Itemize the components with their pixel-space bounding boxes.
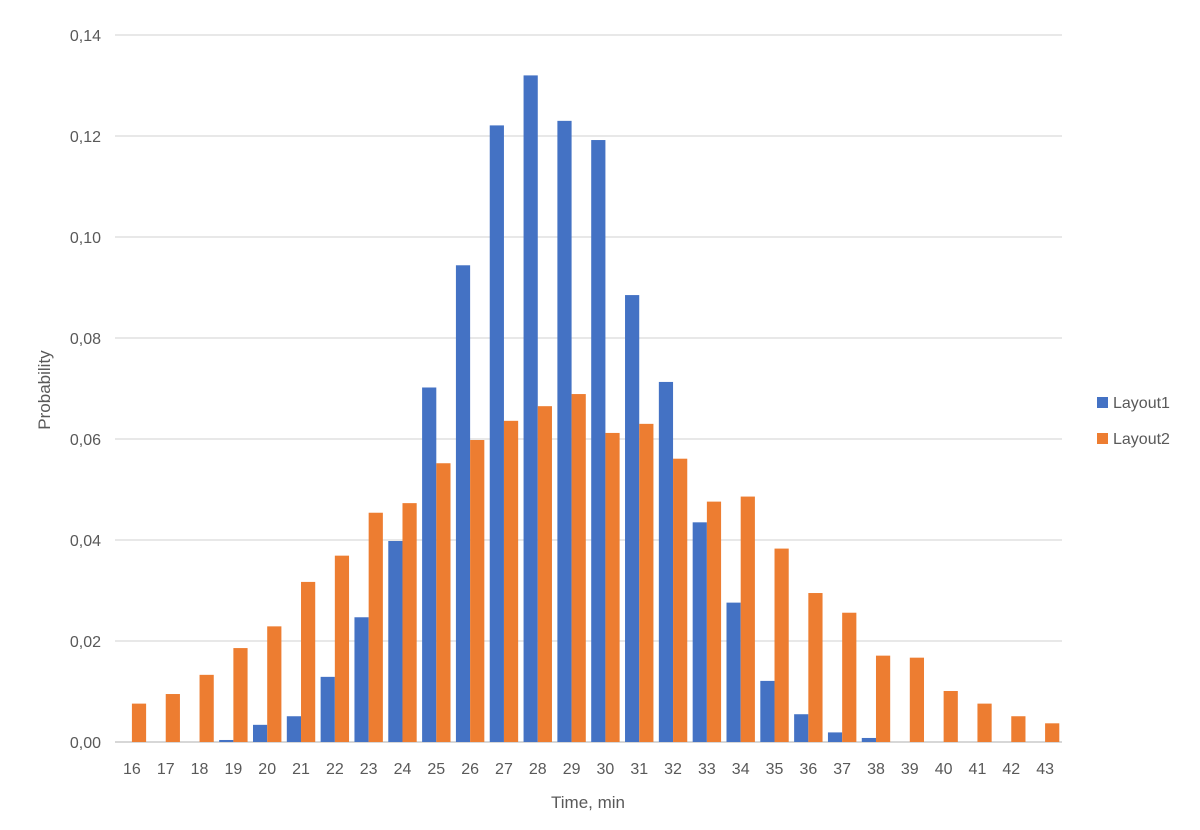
x-tick-label: 25 [427, 761, 445, 778]
bar-layout2-40 [943, 690, 958, 742]
bar-layout2-31 [639, 423, 654, 742]
x-tick-label: 37 [833, 761, 851, 778]
bar-layout2-16 [131, 703, 147, 742]
x-tick-label: 23 [360, 761, 378, 778]
legend-swatch-layout1 [1097, 397, 1108, 408]
y-tick-label: 0,08 [70, 331, 101, 348]
x-tick-label: 24 [394, 761, 412, 778]
bar-layout2-37 [842, 612, 857, 742]
x-tick-label: 43 [1036, 761, 1054, 778]
x-tick-label: 21 [292, 761, 310, 778]
bar-layout1-24 [388, 541, 403, 742]
bar-layout1-33 [692, 522, 707, 742]
bar-layout2-23 [368, 512, 383, 742]
x-tick-label: 28 [529, 761, 547, 778]
x-tick-label: 41 [969, 761, 987, 778]
legend: Layout1 Layout2 [1097, 395, 1170, 448]
bar-layout2-25 [436, 463, 451, 742]
y-tick-label: 0,00 [70, 735, 101, 752]
x-tick-label: 42 [1002, 761, 1020, 778]
bar-layout2-39 [909, 657, 925, 742]
x-tick-label: 30 [597, 761, 615, 778]
legend-swatch-layout2 [1097, 433, 1108, 444]
x-tick-label: 29 [563, 761, 581, 778]
x-tick-label: 18 [191, 761, 209, 778]
gridlines [115, 34, 1062, 743]
bar-layout1-36 [794, 714, 809, 742]
bar-layout2-28 [537, 406, 552, 742]
x-axis-ticks: 16 17 18 19 20 21 22 23 24 25 26 27 28 29 30 31 32 33 34 35… [123, 761, 1054, 778]
bar-layout1-34 [726, 602, 741, 742]
bar-layout1-37 [827, 732, 843, 742]
bar-layout2-27 [503, 420, 519, 742]
bar-layout1-29 [557, 120, 572, 743]
x-tick-label: 27 [495, 761, 513, 778]
bar-layout2-18 [199, 674, 214, 742]
bar-layout1-26 [455, 265, 471, 742]
bar-layout1-30 [591, 140, 606, 743]
bar-layout1-38 [861, 737, 876, 742]
y-tick-label: 0,10 [70, 230, 101, 247]
bar-layout1-32 [658, 381, 674, 742]
x-tick-label: 20 [258, 761, 276, 778]
x-tick-label: 17 [157, 761, 175, 778]
bar-layout1-31 [625, 295, 640, 742]
bar-layout2-42 [1011, 716, 1026, 742]
bars [131, 75, 1060, 743]
bar-layout2-43 [1045, 723, 1060, 742]
bar-layout2-21 [301, 581, 316, 742]
bar-layout1-23 [354, 617, 369, 742]
x-tick-label: 32 [664, 761, 682, 778]
bar-layout2-38 [875, 655, 891, 742]
bar-layout2-19 [233, 648, 248, 742]
y-axis-ticks: 0,00 0,02 0,04 0,06 0,08 0,10 0,12 0,14 [70, 28, 101, 752]
bar-layout2-41 [977, 703, 992, 742]
x-tick-label: 31 [630, 761, 648, 778]
bar-layout1-35 [760, 680, 775, 742]
y-tick-label: 0,06 [70, 432, 101, 449]
y-tick-label: 0,04 [70, 533, 101, 550]
bar-layout2-24 [402, 503, 417, 742]
x-tick-label: 39 [901, 761, 919, 778]
legend-label-layout1: Layout1 [1113, 395, 1170, 412]
bar-layout2-22 [334, 555, 350, 742]
bar-layout2-33 [706, 501, 722, 742]
x-tick-label: 40 [935, 761, 953, 778]
x-tick-label: 34 [732, 761, 750, 778]
bar-layout1-27 [489, 125, 504, 742]
bar-layout1-20 [252, 724, 268, 742]
bar-layout2-36 [808, 593, 823, 742]
x-tick-label: 35 [766, 761, 784, 778]
x-tick-label: 38 [867, 761, 885, 778]
bar-layout1-28 [523, 75, 538, 742]
x-tick-label: 22 [326, 761, 344, 778]
legend-label-layout2: Layout2 [1113, 431, 1170, 448]
bar-layout2-35 [774, 548, 789, 742]
bar-layout2-30 [605, 432, 620, 742]
bar-layout2-32 [673, 458, 688, 742]
y-axis-title: Probability [35, 350, 54, 430]
bar-layout2-34 [740, 496, 755, 742]
bar-layout1-19 [219, 739, 234, 742]
x-axis-title: Time, min [551, 793, 625, 812]
bar-layout1-25 [422, 387, 437, 742]
x-tick-label: 19 [224, 761, 242, 778]
x-tick-label: 16 [123, 761, 141, 778]
y-tick-label: 0,12 [70, 129, 101, 146]
bar-layout2-17 [165, 694, 180, 742]
x-tick-label: 33 [698, 761, 716, 778]
bar-layout2-20 [267, 626, 282, 742]
x-tick-label: 36 [799, 761, 817, 778]
bar-layout2-26 [470, 440, 485, 742]
bar-layout1-22 [320, 676, 335, 742]
bar-layout2-29 [571, 394, 586, 742]
x-tick-label: 26 [461, 761, 479, 778]
bar-layout1-21 [286, 716, 302, 742]
y-tick-label: 0,02 [70, 634, 101, 651]
y-tick-label: 0,14 [70, 28, 101, 45]
